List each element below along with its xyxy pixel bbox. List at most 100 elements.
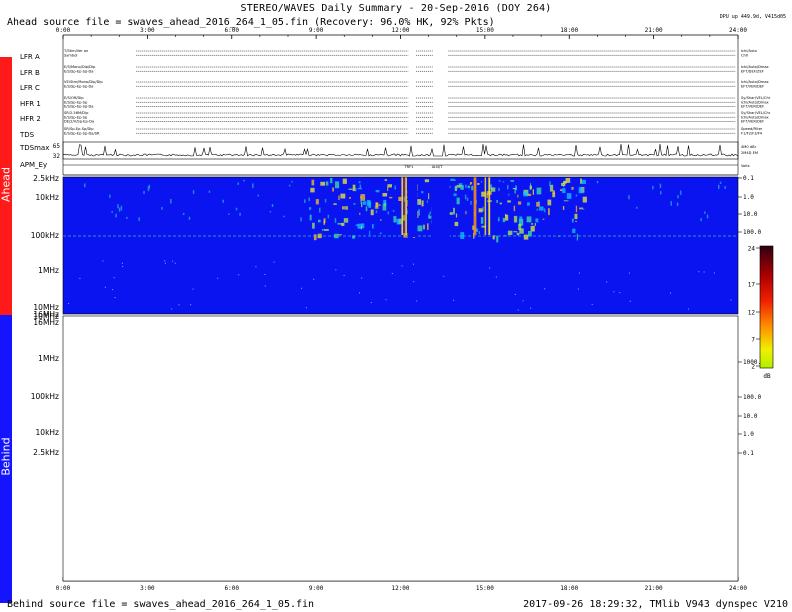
time-tick-label: 21:00 (645, 585, 663, 592)
ahead-emission (481, 191, 486, 197)
time-tick-label: 9:00 (309, 27, 324, 34)
ahead-noise (453, 299, 455, 301)
ahead-freq-label: 100kHz (31, 231, 59, 240)
ahead-emission (337, 222, 342, 225)
colorbar-unit: dB (763, 373, 771, 380)
ahead-emission (563, 200, 569, 202)
ahead-freq-label: 10MHz (33, 303, 59, 312)
ahead-emission (507, 230, 513, 235)
ahead-emission (426, 200, 428, 203)
ahead-emission (458, 183, 463, 187)
ahead-emission (334, 233, 339, 239)
ahead-emission (352, 235, 356, 239)
ahead-emission (352, 184, 356, 192)
ahead-burst (404, 177, 407, 235)
ahead-emission (387, 186, 389, 191)
ahead-emission (389, 196, 393, 199)
ahead-noise (628, 272, 630, 274)
ahead-emission (535, 218, 539, 223)
row-right-text: EFT/VER/DEF (741, 120, 764, 124)
ahead-emission (353, 203, 356, 205)
ahead-emission (513, 231, 518, 233)
ahead-noise (370, 302, 372, 304)
ahead-speckle (120, 205, 123, 211)
ahead-emission (361, 223, 365, 229)
ahead-emission (396, 218, 401, 225)
row-right-text: Ichi/Auto/Dmax (741, 65, 770, 69)
ahead-emission (565, 178, 571, 183)
ahead-emission (418, 209, 420, 216)
row-label-lfr-c: LFR C (20, 84, 40, 92)
ahead-speckle (375, 210, 378, 214)
ahead-speckle (228, 213, 230, 215)
ahead-emission (349, 197, 351, 199)
ahead-speckle (118, 207, 121, 212)
ahead-emission (481, 180, 483, 183)
ahead-noise (164, 262, 166, 264)
ahead-emission (505, 213, 507, 217)
ahead-speckle (257, 194, 259, 197)
time-tick-label: 0:00 (56, 27, 71, 34)
ahead-emission (562, 206, 565, 210)
ahead-noise (698, 271, 700, 273)
ahead-spacecraft-bar (0, 57, 12, 315)
ahead-speckle (243, 179, 245, 182)
ahead-emission (372, 224, 374, 229)
ahead-speckle (679, 190, 682, 195)
tds-max-trace (62, 143, 739, 157)
ahead-emission (325, 181, 329, 186)
behind-freq-label: 10kHz (36, 428, 60, 437)
behind-spacecraft-bar (0, 315, 12, 603)
ahead-emission (375, 190, 380, 193)
ahead-emission (542, 218, 545, 220)
ahead-speckle (596, 181, 599, 184)
ahead-speckle (148, 184, 151, 189)
ahead-emission (382, 193, 388, 197)
time-tick-label: 6:00 (225, 27, 240, 34)
ahead-speckle (222, 199, 224, 203)
ahead-speckle (170, 198, 172, 204)
ahead-speckle (394, 188, 396, 190)
ahead-speckle (498, 180, 501, 182)
ahead-emission (519, 216, 523, 221)
ahead-emission (486, 193, 488, 199)
row-left-text: E/S/Sp-Ep-Sp-Da (64, 105, 94, 109)
ahead-speckle (719, 181, 722, 184)
ahead-emission (527, 202, 530, 206)
ahead-emission (531, 223, 534, 225)
ahead-emission (345, 206, 348, 210)
ahead-noise (273, 261, 275, 263)
ahead-emission (309, 214, 312, 221)
time-tick-label: 24:00 (729, 585, 747, 592)
ahead-emission (481, 225, 486, 228)
row-right-text: Ch0 (741, 53, 749, 57)
row-left-text: E/S/Sp-Ep-Sp (64, 100, 88, 104)
ahead-noise (391, 273, 393, 274)
ahead-emission (375, 202, 379, 209)
row-left-text: E/S/Mono/Dip/Dip (64, 65, 96, 69)
colorbar-tick-label: 2 (751, 364, 755, 371)
ahead-emission (423, 224, 425, 230)
ahead-emission (455, 213, 458, 218)
behind-freq-label: 10MHz (33, 312, 59, 321)
ahead-noise (412, 263, 414, 265)
colorbar-tick-label: 17 (748, 282, 756, 289)
ahead-emission (330, 178, 333, 184)
ahead-emission (578, 187, 584, 194)
ahead-speckle (235, 207, 238, 211)
ahead-noise (121, 262, 123, 264)
time-tick-label: 3:00 (140, 27, 155, 34)
ahead-emission (366, 200, 371, 206)
ahead-speckle (252, 183, 254, 189)
row-right-text: Ichi/Auto/Dmax (741, 115, 770, 119)
ahead-emission (548, 208, 550, 216)
ahead-freq-label: 1MHz (38, 266, 59, 275)
ahead-speckle (269, 211, 272, 213)
ahead-speckle (271, 204, 274, 207)
ahead-emission (318, 219, 321, 223)
tds-max-label: TDSmax (19, 144, 49, 152)
ahead-data-gap (407, 177, 418, 237)
ahead-speckle (84, 183, 86, 188)
